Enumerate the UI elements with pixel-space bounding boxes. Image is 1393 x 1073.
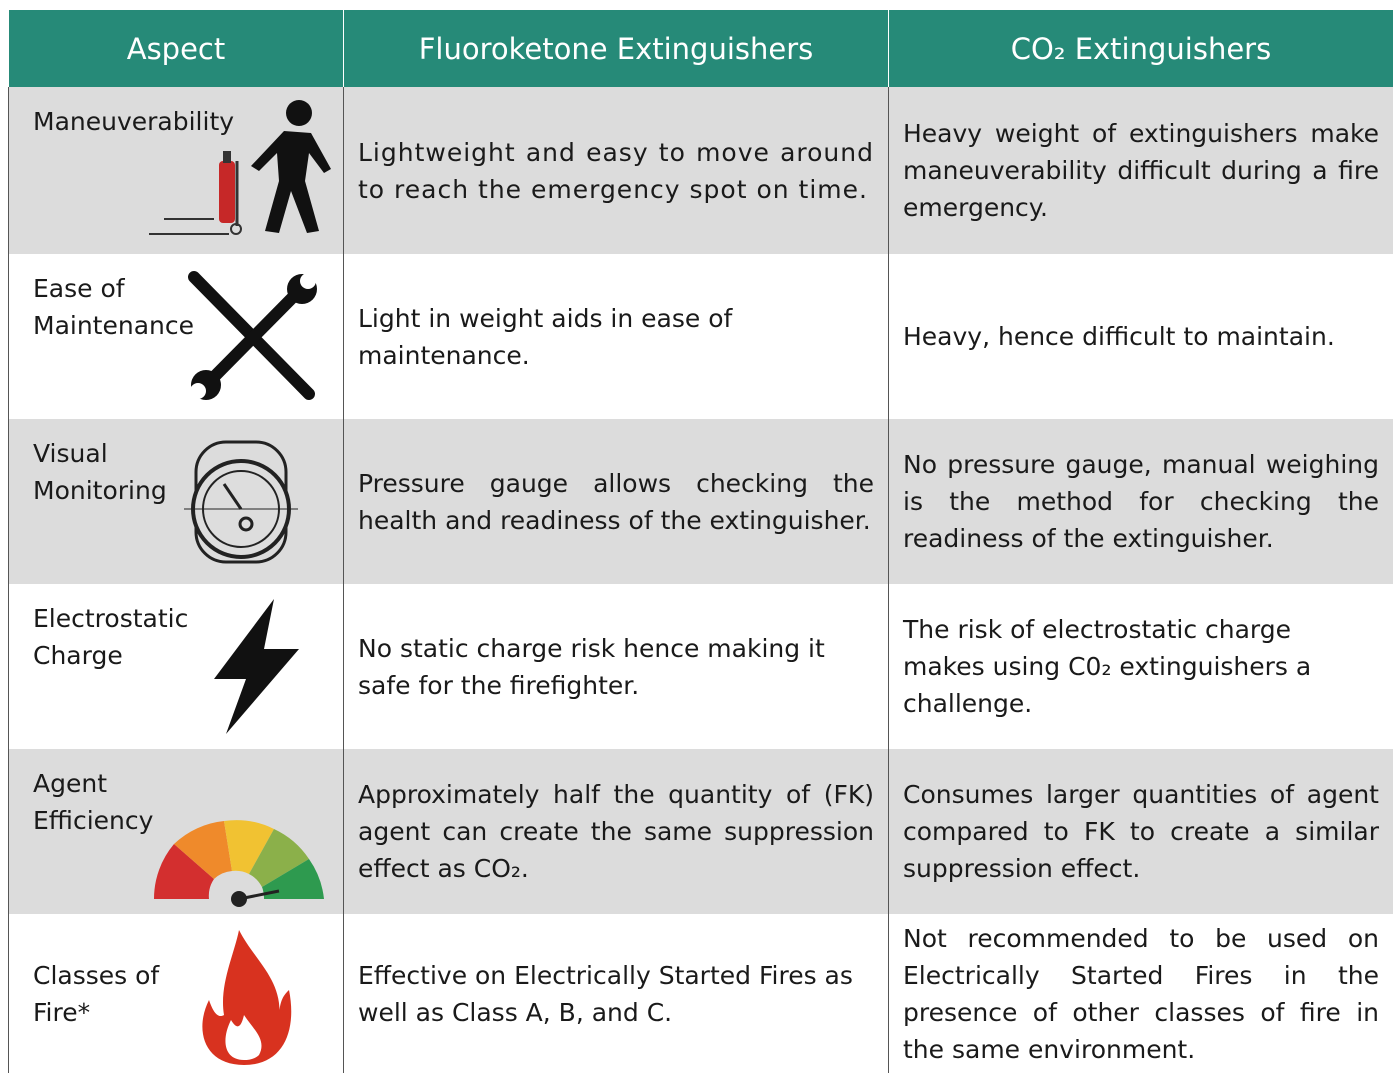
aspect: Ease of Maintenance [33,270,213,344]
fk-cell: Lightweight and easy to move around to r… [344,87,889,254]
header-cell: CO₂ Extinguishers [889,10,1393,87]
co2-cell: No pressure gauge, manual weighing is th… [889,419,1393,584]
co2-cell: The risk of electrostatic charge makes u… [889,584,1393,749]
aspect-cell: Maneuverability [9,87,344,254]
aspect: Classes of Fire* [33,957,213,1031]
header-row: Aspect Fluoroketone Extinguishers CO₂ Ex… [9,10,1393,87]
aspect: Visual Monitoring [33,435,213,509]
aspect-cell: Ease of Maintenance [9,254,344,419]
row: Agent Efficiency Approximately half the … [9,749,1393,914]
row: Visual Monitoring Pressure gauge allows … [9,419,1393,584]
aspect-cell: Visual Monitoring [9,419,344,584]
row: Maneuverability Lightweight and easy to … [9,87,1393,254]
fk-cell: No static charge risk hence making it sa… [344,584,889,749]
aspect: Electrostatic Charge [33,600,213,674]
header-cell: Aspect [9,10,344,87]
bolt-icon [204,594,314,744]
co2-cell: Heavy, hence difficult to maintain. [889,254,1393,419]
fk-cell: Light in weight aids in ease of maintena… [344,254,889,419]
aspect: Maneuverability [33,103,213,140]
aspect-cell: Electrostatic Charge [9,584,344,749]
co2-cell: Consumes larger quantities of agent comp… [889,749,1393,914]
aspect-cell: Classes of Fire* [9,914,344,1073]
row: Ease of Maintenance Light in weight aids… [9,254,1393,419]
table: Aspect Fluoroketone Extinguishers CO₂ Ex… [8,10,1393,1073]
header-cell: Fluoroketone Extinguishers [344,10,889,87]
row: Electrostatic Charge No static charge ri… [9,584,1393,749]
co2-cell: Heavy weight of extinguishers make maneu… [889,87,1393,254]
comparison-table: Aspect Fluoroketone Extinguishers CO₂ Ex… [8,10,1393,1071]
aspect-cell: Agent Efficiency [9,749,344,914]
fk-cell: Pressure gauge allows checking the healt… [344,419,889,584]
fk-cell: Effective on Electrically Started Fires … [344,914,889,1073]
aspect: Agent Efficiency [33,765,213,839]
row: Classes of Fire* Effective on Electrical… [9,914,1393,1073]
co2-cell: Not recommended to be used on Electrical… [889,914,1393,1073]
fk-cell: Approximately half the quantity of (FK) … [344,749,889,914]
